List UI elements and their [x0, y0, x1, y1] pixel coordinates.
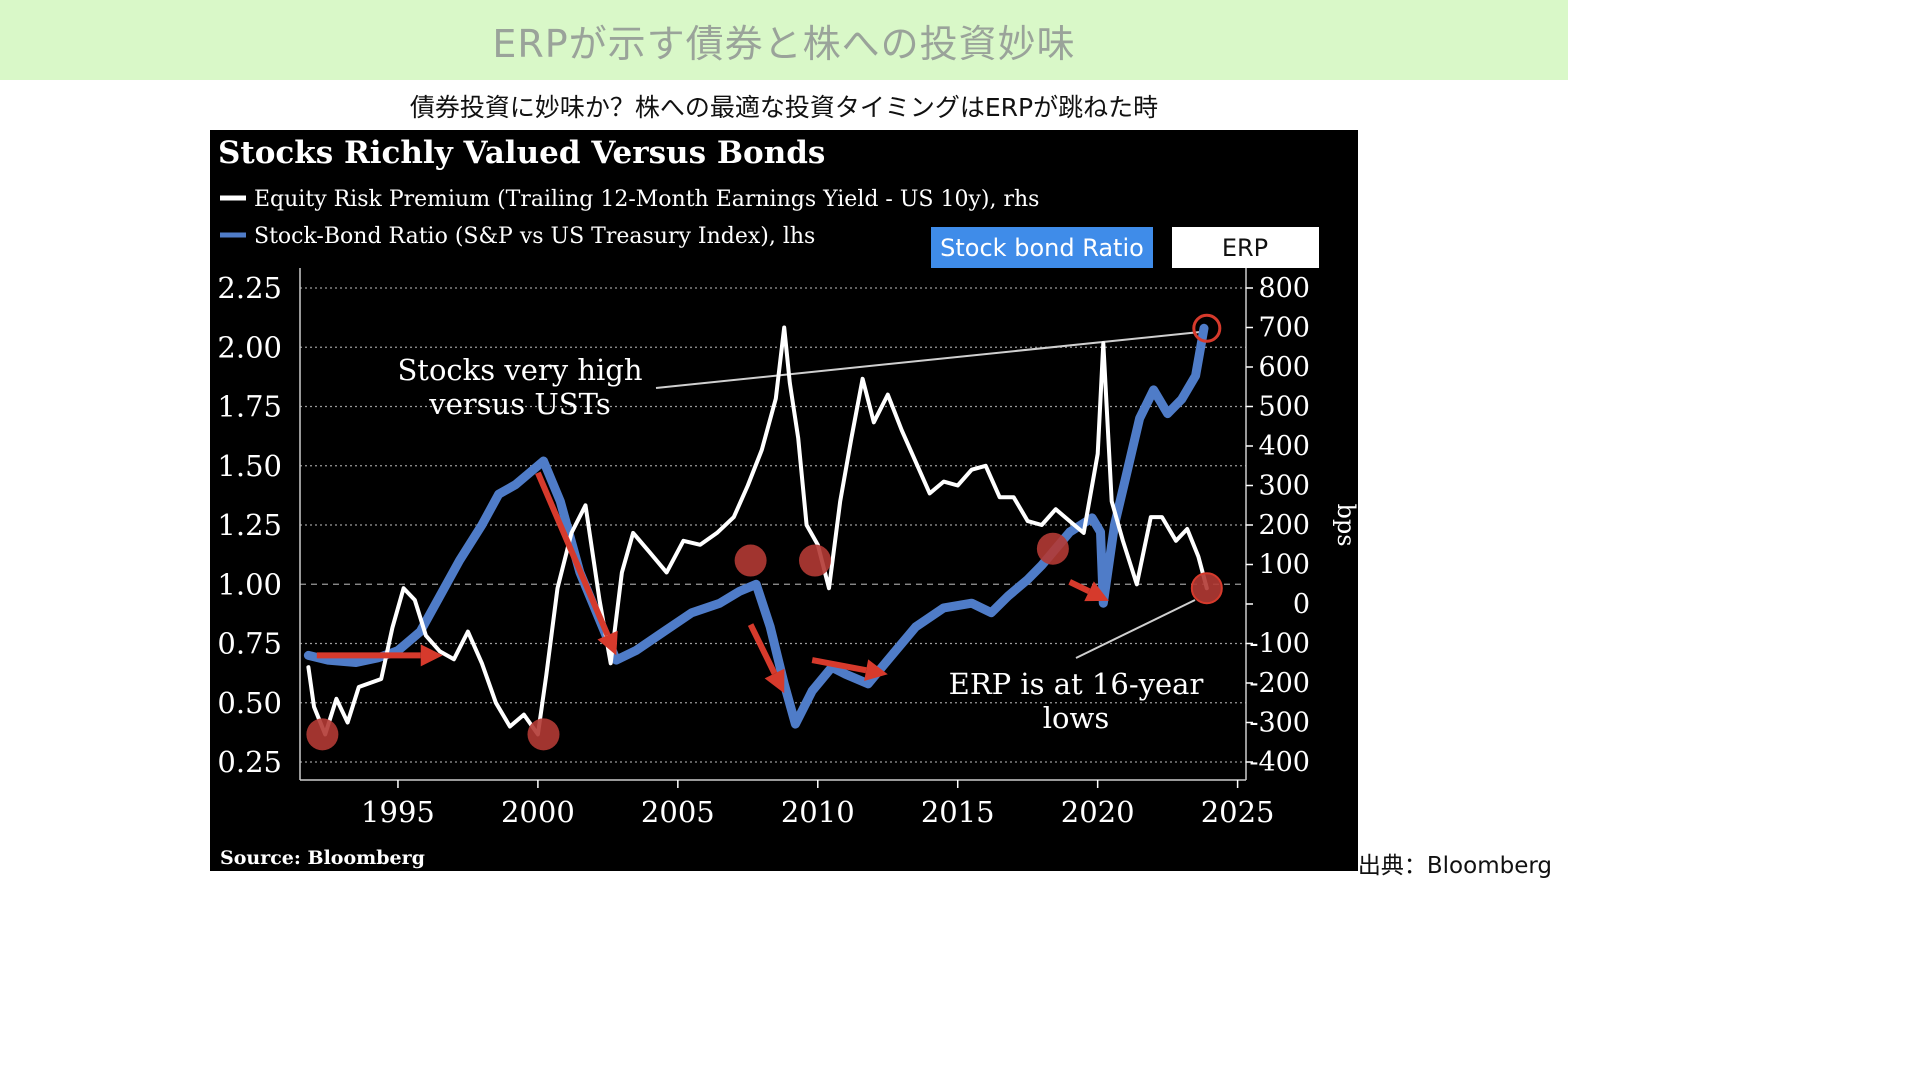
legend-label-ratio: Stock-Bond Ratio (S&P vs US Treasury Ind… — [254, 224, 815, 249]
series-layer — [303, 323, 1209, 737]
x-tick-label: 2025 — [1201, 795, 1275, 829]
x-tick-label: 2000 — [501, 795, 575, 829]
red-arrow-shaft — [747, 623, 778, 675]
stock-bond-button[interactable]: Stock bond Ratio — [931, 227, 1153, 268]
x-tick-label: 2005 — [641, 795, 715, 829]
subtitle: 債券投資に妙味か？株への最適な投資タイミングはERPが跳ねた時 — [409, 93, 1159, 122]
x-tick-label: 2020 — [1061, 795, 1135, 829]
right-tick-label: -300 — [1249, 708, 1310, 739]
left-tick-label: 1.00 — [217, 567, 282, 601]
red-arrow-shaft — [535, 471, 611, 637]
series-line-stock-bond-ratio — [303, 323, 1209, 729]
right-tick-label: 700 — [1258, 313, 1310, 344]
right-tick-label: 600 — [1258, 352, 1310, 383]
chart-background — [210, 130, 1358, 871]
right-tick-label: -200 — [1249, 668, 1310, 699]
annotation-line-erp — [1075, 599, 1196, 659]
stock-bond-button-label: Stock bond Ratio — [940, 234, 1144, 262]
chart-title: Stocks Richly Valued Versus Bonds — [218, 135, 825, 171]
right-tick-label: 800 — [1258, 273, 1310, 304]
chart: Stocks Richly Valued Versus Bonds Equity… — [210, 130, 1360, 871]
low-point-marker — [1036, 532, 1069, 565]
title-banner: ERPが示す債券と株への投資妙味 — [0, 0, 1568, 80]
low-point-marker — [527, 718, 560, 751]
right-tick-label: 300 — [1258, 471, 1310, 502]
right-tick-label: -400 — [1249, 747, 1310, 778]
left-axis: 2.25 2.00 1.75 1.50 1.25 1.00 0.75 0.50 0.25 — [217, 271, 282, 779]
x-tick-label: 2010 — [781, 795, 855, 829]
erp-low-ring — [1190, 572, 1223, 605]
annotation-stocks-line1: Stocks very high — [397, 353, 642, 387]
right-tick-label: 500 — [1258, 392, 1310, 423]
source-note: 出典：Bloomberg — [1357, 853, 1552, 879]
annotation-line-stocks — [655, 331, 1201, 389]
right-tick-label: 400 — [1258, 431, 1310, 462]
erp-button-label: ERP — [1222, 234, 1268, 262]
erp-button[interactable]: ERP — [1172, 227, 1319, 268]
red-arrow-head — [864, 659, 888, 682]
low-point-marker — [734, 544, 767, 577]
series-line-erp — [306, 325, 1209, 737]
low-point-marker — [798, 544, 831, 577]
right-tick-label: -100 — [1249, 629, 1310, 660]
page-title: ERPが示す債券と株への投資妙味 — [492, 21, 1076, 66]
left-tick-label: 1.75 — [217, 390, 282, 424]
red-arrow-head — [597, 630, 618, 656]
left-tick-label: 0.25 — [217, 745, 282, 779]
red-arrow-head — [764, 668, 785, 694]
grid-lines — [299, 268, 1247, 781]
marker-layer — [306, 313, 1223, 751]
x-axis: 1995 2000 2005 2010 2015 2020 2025 — [361, 780, 1275, 829]
red-arrow-head — [1084, 581, 1109, 602]
right-axis: 800 700 600 500 400 300 200 100 0 -100 -200 -300 -40… — [1246, 273, 1310, 778]
red-arrow-head — [420, 644, 443, 667]
right-tick-label: 200 — [1258, 510, 1310, 541]
right-tick-label: 100 — [1258, 550, 1310, 581]
left-tick-label: 2.00 — [217, 330, 282, 364]
x-tick-label: 2015 — [921, 795, 995, 829]
annotation-stocks-line2: versus USTs — [428, 387, 611, 421]
right-tick-label: 0 — [1293, 589, 1310, 620]
left-tick-label: 0.50 — [217, 686, 282, 720]
left-tick-label: 1.50 — [217, 449, 282, 483]
arrow-layer — [316, 471, 1109, 694]
chart-container: Stocks Richly Valued Versus Bonds Equity… — [210, 130, 1360, 871]
annotation-erp-line1: ERP is at 16-year — [949, 667, 1204, 701]
red-arrow-shaft — [1068, 579, 1091, 594]
left-tick-label: 2.25 — [217, 271, 282, 305]
low-point-marker — [306, 718, 339, 751]
annotation-erp: ERP is at 16-year lows — [949, 667, 1204, 735]
x-tick-label: 1995 — [361, 795, 435, 829]
left-tick-label: 0.75 — [217, 627, 282, 661]
annotation-stocks: Stocks very high versus USTs — [397, 353, 642, 421]
ratio-high-ring — [1192, 313, 1222, 343]
chart-source: Source: Bloomberg — [220, 847, 425, 869]
annotation-erp-line2: lows — [1043, 701, 1109, 735]
erp-low-marker — [1191, 573, 1222, 604]
red-arrow-shaft — [811, 657, 867, 674]
right-axis-label: bps — [1332, 503, 1358, 546]
left-tick-label: 1.25 — [217, 508, 282, 542]
legend-label-erp: Equity Risk Premium (Trailing 12-Month E… — [254, 187, 1039, 212]
